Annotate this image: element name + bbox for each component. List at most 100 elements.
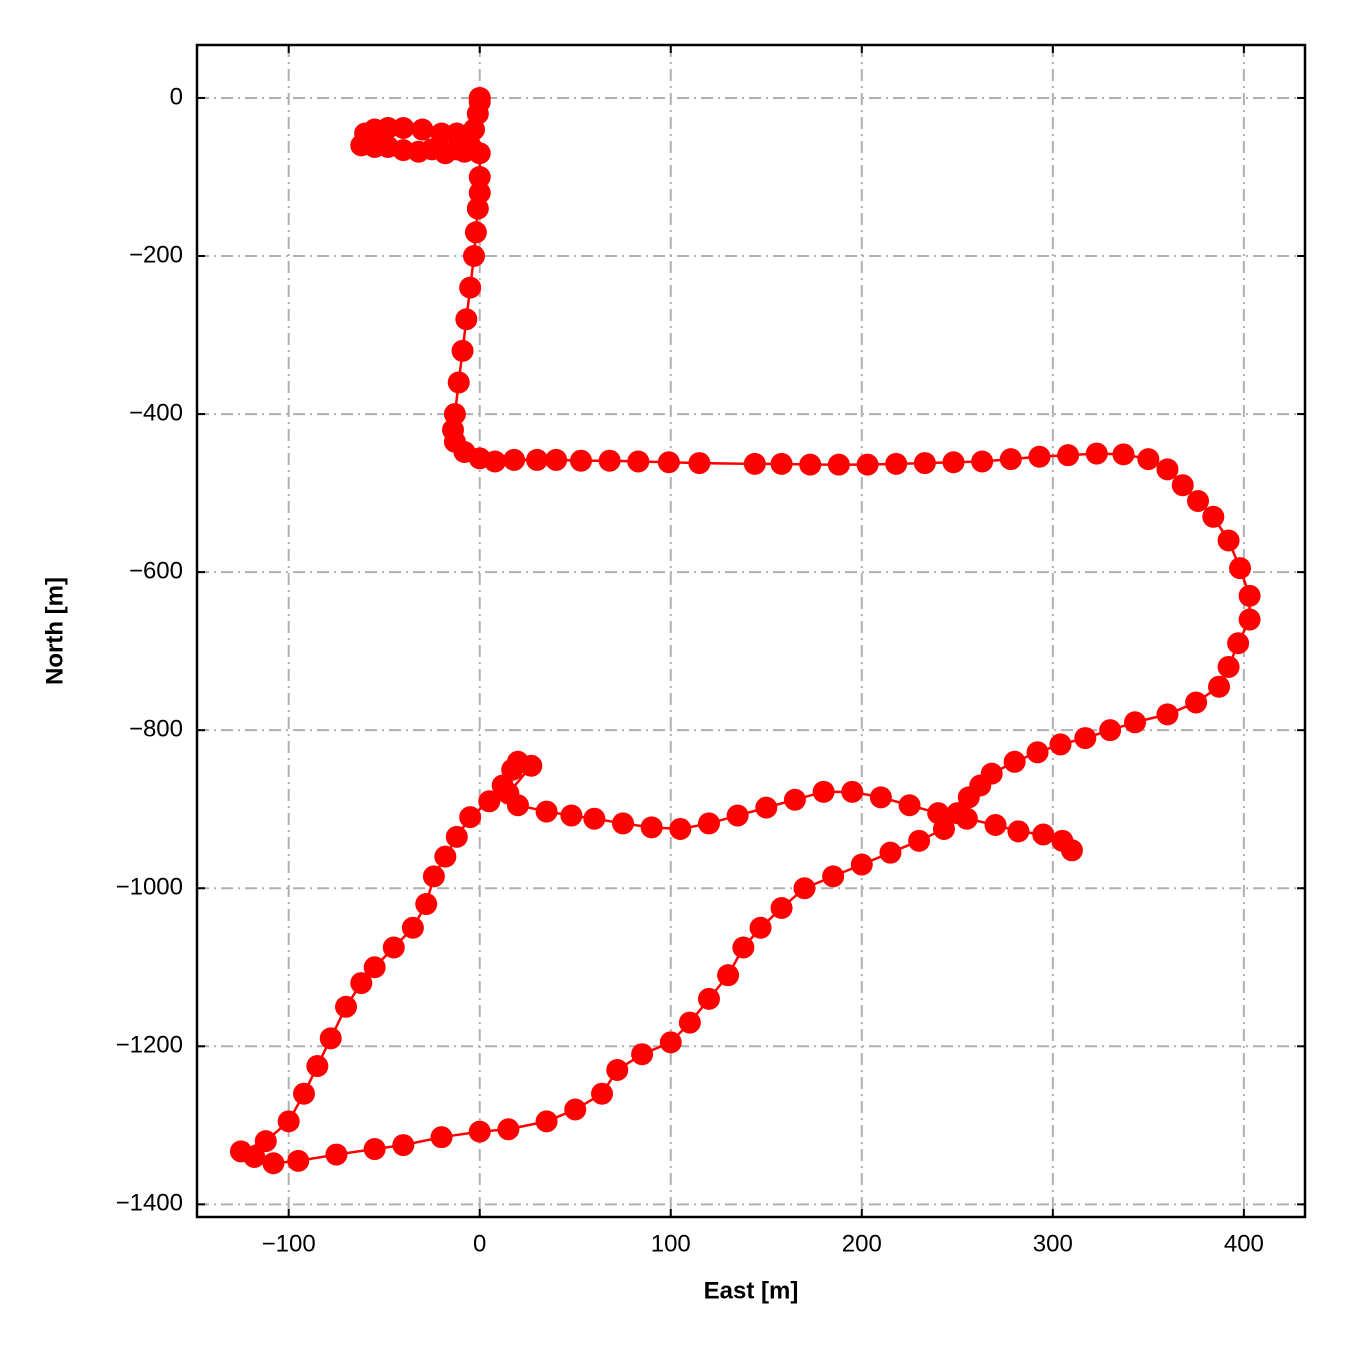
x-axis-label: East [m] (704, 1277, 799, 1304)
marker (382, 936, 405, 959)
marker (1217, 529, 1240, 552)
marker (657, 451, 680, 474)
marker (459, 276, 482, 299)
marker (1229, 557, 1252, 580)
marker (229, 1140, 252, 1163)
marker (1227, 632, 1250, 655)
marker (590, 1082, 613, 1105)
marker (1217, 655, 1240, 678)
marker (770, 896, 793, 919)
trajectory-line (237, 97, 1251, 1165)
marker (1238, 584, 1261, 607)
marker (350, 972, 373, 995)
marker (335, 995, 358, 1018)
marker (1137, 448, 1160, 471)
marker (850, 853, 873, 876)
marker (392, 1134, 415, 1157)
marker (468, 1120, 491, 1143)
marker (506, 794, 529, 817)
marker (1123, 711, 1146, 734)
marker (827, 453, 850, 476)
marker (1049, 733, 1072, 756)
marker (669, 817, 692, 840)
x-tick-label: 0 (473, 1230, 486, 1257)
marker (971, 450, 994, 473)
marker (401, 916, 424, 939)
marker (497, 1118, 520, 1141)
marker (1171, 474, 1194, 497)
marker (1099, 719, 1122, 742)
marker (451, 339, 474, 362)
marker (277, 1110, 300, 1133)
marker (898, 794, 921, 817)
marker (1208, 675, 1231, 698)
marker (598, 449, 621, 472)
marker (927, 802, 950, 825)
y-tick-label: −1000 (116, 874, 183, 901)
marker (1003, 750, 1026, 773)
marker (885, 452, 908, 475)
marker (1028, 445, 1051, 468)
marker (955, 807, 978, 830)
marker (463, 245, 485, 268)
plot-frame (195, 43, 1307, 1219)
y-axis-label: North [m] (41, 577, 68, 685)
marker (913, 452, 936, 475)
y-tick-label: −1200 (116, 1032, 183, 1059)
marker (468, 142, 491, 165)
marker (999, 448, 1022, 471)
marker (1238, 608, 1261, 631)
marker (822, 865, 845, 888)
marker (363, 956, 386, 979)
marker (697, 812, 720, 835)
marker (1202, 505, 1225, 528)
marker (908, 829, 931, 852)
x-tick-label: 400 (1224, 1230, 1264, 1257)
marker (503, 448, 526, 471)
marker (319, 1027, 342, 1050)
marker (292, 1082, 315, 1105)
marker (627, 450, 650, 473)
marker (1074, 727, 1097, 750)
marker (678, 1011, 701, 1034)
marker (468, 165, 491, 188)
y-tick-label: −800 (129, 716, 183, 743)
marker (377, 116, 400, 139)
marker (287, 1149, 310, 1172)
marker (640, 816, 663, 839)
marker (560, 804, 583, 827)
y-tick-label: −200 (129, 241, 183, 268)
marker (1185, 691, 1208, 714)
marker (606, 1059, 629, 1082)
marker (411, 118, 434, 141)
marker (799, 453, 822, 476)
marker (957, 786, 980, 809)
marker (422, 865, 445, 888)
marker (1156, 458, 1179, 481)
marker (1187, 489, 1210, 512)
marker (793, 877, 816, 900)
x-tick-label: 300 (1033, 1230, 1073, 1257)
marker (749, 916, 772, 939)
y-tick-label: −600 (129, 557, 183, 584)
y-tick-label: −400 (129, 399, 183, 426)
marker (1112, 443, 1135, 466)
marker (526, 448, 549, 471)
marker (755, 796, 778, 819)
marker (1007, 820, 1030, 843)
marker (430, 1126, 453, 1149)
marker (717, 964, 740, 987)
marker (984, 814, 1007, 837)
marker (535, 1110, 558, 1133)
marker (1060, 839, 1083, 862)
marker (732, 936, 755, 959)
marker (254, 1130, 277, 1153)
x-tick-label: 100 (651, 1230, 691, 1257)
y-tick-label: 0 (170, 83, 183, 110)
marker (856, 453, 879, 476)
marker (612, 812, 635, 835)
marker (392, 116, 415, 139)
marker (455, 308, 478, 331)
y-tick-label: −1400 (116, 1190, 183, 1217)
marker (659, 1031, 682, 1054)
